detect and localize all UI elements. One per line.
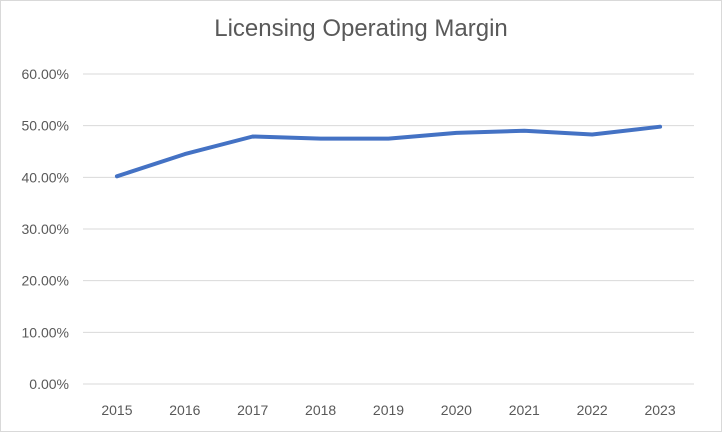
data-point xyxy=(387,137,391,141)
x-tick-label: 2017 xyxy=(237,402,268,418)
data-point xyxy=(115,174,119,178)
y-tick-label: 60.00% xyxy=(22,66,69,82)
data-point xyxy=(522,129,526,133)
x-tick-label: 2016 xyxy=(169,402,200,418)
data-point xyxy=(251,135,255,139)
x-tick-label: 2020 xyxy=(441,402,472,418)
y-tick-label: 0.00% xyxy=(29,376,69,392)
data-point xyxy=(590,132,594,136)
data-point xyxy=(183,152,187,156)
y-tick-label: 20.00% xyxy=(22,273,69,289)
y-tick-label: 10.00% xyxy=(22,324,69,340)
y-tick-label: 30.00% xyxy=(22,221,69,237)
x-tick-label: 2018 xyxy=(305,402,336,418)
x-tick-label: 2019 xyxy=(373,402,404,418)
x-tick-label: 2021 xyxy=(509,402,540,418)
y-tick-label: 40.00% xyxy=(22,169,69,185)
data-point xyxy=(319,137,323,141)
x-tick-label: 2015 xyxy=(101,402,132,418)
data-point xyxy=(454,131,458,135)
data-point xyxy=(658,125,662,129)
x-tick-label: 2023 xyxy=(644,402,675,418)
chart-title: Licensing Operating Margin xyxy=(214,15,508,42)
y-tick-label: 50.00% xyxy=(22,118,69,134)
x-tick-label: 2022 xyxy=(577,402,608,418)
series-line xyxy=(114,124,663,179)
